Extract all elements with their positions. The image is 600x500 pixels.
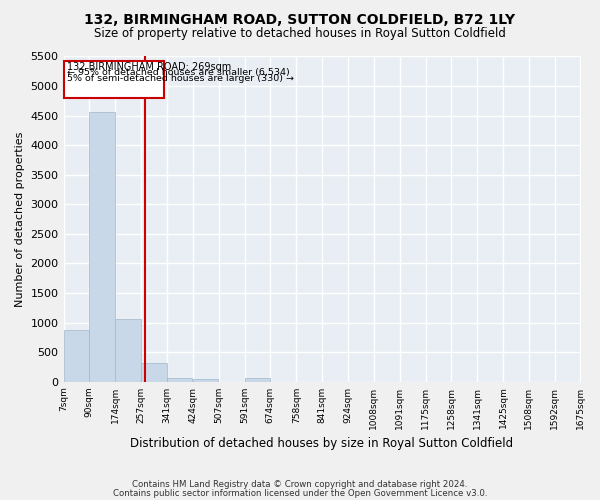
Bar — [141, 364, 167, 382]
Text: Contains public sector information licensed under the Open Government Licence v3: Contains public sector information licen… — [113, 488, 487, 498]
Text: 132, BIRMINGHAM ROAD, SUTTON COLDFIELD, B72 1LY: 132, BIRMINGHAM ROAD, SUTTON COLDFIELD, … — [85, 12, 515, 26]
Y-axis label: Number of detached properties: Number of detached properties — [15, 132, 25, 307]
Bar — [193, 378, 218, 382]
Text: 132 BIRMINGHAM ROAD: 269sqm: 132 BIRMINGHAM ROAD: 269sqm — [67, 62, 231, 72]
Text: Contains HM Land Registry data © Crown copyright and database right 2024.: Contains HM Land Registry data © Crown c… — [132, 480, 468, 489]
Text: ← 95% of detached houses are smaller (6,534): ← 95% of detached houses are smaller (6,… — [67, 68, 290, 76]
Text: Size of property relative to detached houses in Royal Sutton Coldfield: Size of property relative to detached ho… — [94, 28, 506, 40]
Bar — [89, 112, 115, 382]
Bar — [115, 319, 141, 382]
FancyBboxPatch shape — [64, 60, 164, 98]
X-axis label: Distribution of detached houses by size in Royal Sutton Coldfield: Distribution of detached houses by size … — [130, 437, 514, 450]
Bar — [245, 378, 270, 382]
Bar — [167, 378, 193, 382]
Text: 5% of semi-detached houses are larger (330) →: 5% of semi-detached houses are larger (3… — [67, 74, 294, 83]
Bar — [64, 330, 89, 382]
